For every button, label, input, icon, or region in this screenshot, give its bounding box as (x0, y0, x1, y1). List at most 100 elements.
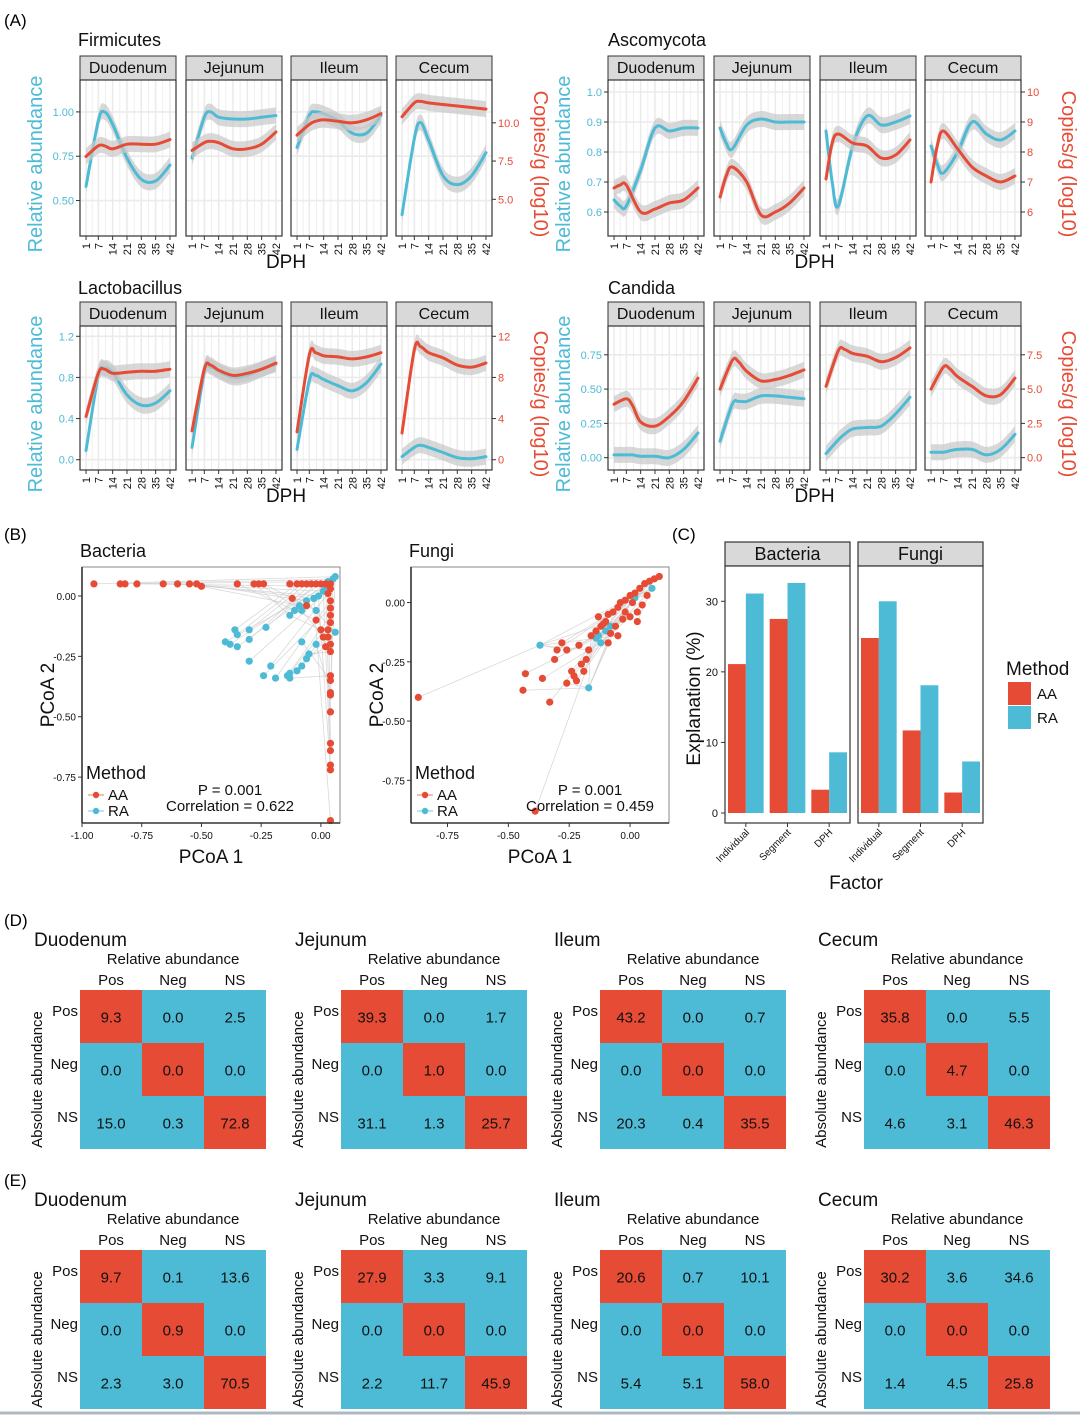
y-left-tick-label: 1.2 (59, 331, 74, 343)
aa-point (551, 655, 559, 664)
row-label: Pos (52, 1003, 78, 1020)
table-cell (926, 1250, 988, 1303)
x-tick-label: 35 (257, 243, 269, 255)
aa-point (638, 601, 646, 609)
ra-trend-line (295, 362, 383, 451)
ra-trend-line (400, 443, 488, 461)
legend-label: RA (1037, 710, 1058, 727)
pcoa-bacteria: Bacteria -1.00 -0.75 -0.50 -0.25 0.00 -0.75 -0.… (38, 541, 341, 868)
facet-ileum: Ileum 1 7 14 21 28 35 42 (290, 55, 388, 255)
x-tick-label: -0.25 (250, 831, 273, 842)
ra-trend-line (718, 117, 806, 152)
aa-point (519, 686, 527, 694)
table-cell (662, 1250, 724, 1303)
facet-border (924, 325, 1022, 471)
aa-trend-line (824, 132, 912, 181)
ra-trend-line (929, 120, 1017, 175)
y-left-axis-title: Relative abundance (553, 316, 575, 493)
row-label: Neg (311, 1056, 339, 1073)
panel-label-a: (A) (4, 11, 27, 30)
y-right-tick-label: 0.0 (1027, 453, 1042, 465)
facet-jejunum: Jejunum 1 7 14 21 28 35 42 (713, 301, 811, 489)
subplot-title: Ascomycota (608, 30, 707, 50)
x-tick-label: 1 (292, 477, 304, 483)
y-tick-label: 30 (706, 596, 718, 608)
column-label: Pos (98, 1232, 124, 1249)
procrustes-link (566, 682, 589, 689)
table-cell (142, 1303, 204, 1356)
aa-point (159, 580, 167, 588)
table-cell-value: 0.0 (745, 1323, 766, 1340)
table-cell-value: 20.6 (616, 1270, 645, 1287)
aa-trend-line (718, 356, 806, 391)
x-tick-label: 28 (664, 243, 676, 255)
y-axis-title: PCoA 2 (38, 663, 59, 727)
row-label: NS (57, 1369, 78, 1386)
procrustes-link (234, 583, 298, 631)
facet-border (713, 79, 811, 237)
y-tick-label: -0.75 (382, 776, 405, 787)
table-cell-value: 0.0 (163, 1063, 184, 1080)
table-cell (724, 1096, 786, 1149)
aa-confidence-ribbon (720, 350, 804, 398)
facet-border (290, 325, 388, 471)
facet-plot-area (925, 80, 1021, 236)
aa-trend-line (84, 366, 172, 418)
legend-key (1008, 682, 1031, 705)
aa-point (326, 708, 335, 716)
aa-trend-line (400, 99, 488, 119)
subplot-title: Candida (608, 278, 676, 298)
table-cell-value: 0.0 (1009, 1063, 1030, 1080)
x-tick-label: 42 (481, 243, 493, 255)
aa-point (563, 646, 571, 654)
x-tick-label: 7 (199, 243, 211, 249)
y-left-tick-label: 1.00 (53, 107, 74, 119)
subplot-title: Firmicutes (78, 30, 161, 50)
ra-point (291, 606, 299, 615)
facet-strip-label: Jejunum (204, 60, 264, 77)
y-tick-label: -0.25 (382, 658, 405, 669)
procrustes-link (301, 641, 331, 681)
table-cell (142, 1043, 204, 1096)
y-tick-label: 0.00 (57, 592, 77, 603)
row-label: NS (577, 1369, 598, 1386)
aa-point (643, 591, 651, 600)
column-header: Relative abundance (368, 1211, 501, 1228)
ra-trend-line (612, 431, 700, 460)
ra-point (312, 606, 320, 615)
aa-confidence-ribbon (297, 105, 381, 144)
facet-strip-label: Jejunum (204, 306, 264, 323)
ra-point (305, 650, 313, 658)
x-tick-label: 14 (424, 477, 436, 489)
table-cell (465, 1096, 527, 1149)
x-tick-label: 1 (397, 477, 409, 483)
aa-point (326, 691, 335, 699)
aa-point (611, 622, 620, 630)
column-label: Pos (618, 972, 644, 989)
table-cell-value: 0.0 (101, 1323, 122, 1340)
facet-jejunum: Jejunum 1 7 14 21 28 35 42 (185, 301, 283, 489)
aa-confidence-ribbon (86, 360, 170, 425)
aa-point (133, 580, 141, 588)
table-cell (600, 1096, 662, 1149)
column-label: Pos (359, 1232, 385, 1249)
x-tick-label: 42 (165, 243, 177, 255)
table-cell (926, 1043, 988, 1096)
procrustes-link (196, 583, 307, 602)
x-tick-label: 21 (122, 243, 134, 255)
facet-strip (819, 301, 917, 327)
facet-border (79, 325, 177, 471)
facet-strip-label: Duodenum (617, 306, 695, 323)
x-tick-label: 35 (996, 477, 1008, 489)
ra-point (262, 623, 270, 631)
aa-point (563, 679, 571, 687)
x-tick-label: 1 (609, 477, 621, 483)
table-cell-value: 5.4 (621, 1376, 642, 1393)
table-title: Jejunum (295, 1190, 367, 1211)
bar-aa-individual (861, 637, 879, 813)
aa-trend-line (718, 165, 806, 219)
aa-trend-line (824, 345, 912, 388)
table-cell-value: 1.7 (486, 1010, 507, 1027)
x-tick-label: 0.00 (311, 831, 331, 842)
x-tick-label: 21 (228, 243, 240, 255)
